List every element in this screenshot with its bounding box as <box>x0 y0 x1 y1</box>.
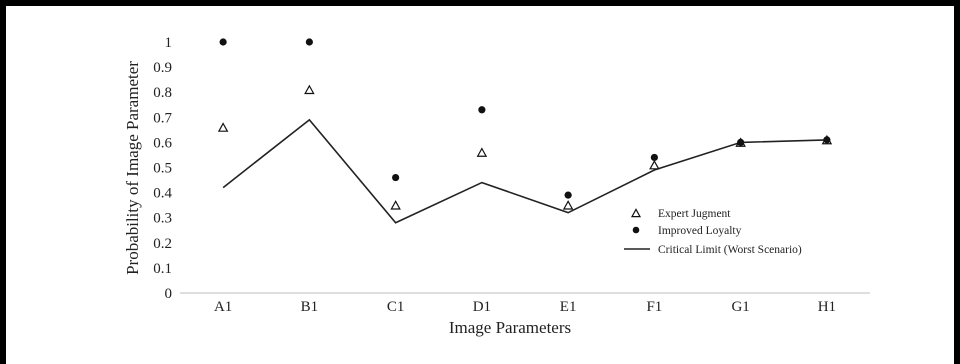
legend-item-improved-loyalty: Improved Loyalty <box>632 225 742 237</box>
y-tick-label: 0.3 <box>153 211 172 227</box>
y-tick-label: 0.2 <box>153 236 172 252</box>
x-tick-label-f1: F1 <box>646 299 662 315</box>
y-tick-label: 0.9 <box>153 60 172 76</box>
expert-judgment-point-d1 <box>476 147 488 157</box>
y-tick-label: 0.7 <box>153 110 172 126</box>
legend-item-expert-judgment: Expert Jugment <box>630 208 731 220</box>
x-tick-label-g1: G1 <box>731 299 749 315</box>
legend: Expert Jugment Improved Loyalty Critical… <box>624 208 802 256</box>
x-axis-ticks: A1 B1 C1 D1 E1 F1 G1 H1 <box>214 299 836 315</box>
improved-loyalty-point-d1 <box>478 106 486 114</box>
expert-judgment-markers <box>217 84 833 210</box>
expert-judgment-point-b1 <box>304 84 315 95</box>
improved-loyalty-point-b1 <box>305 38 313 46</box>
x-tick-label-b1: B1 <box>301 299 319 315</box>
expert-judgment-point-f1 <box>649 159 660 170</box>
legend-label-critical-limit: Critical Limit (Worst Scenario) <box>658 244 802 256</box>
improved-loyalty-point-h1 <box>823 136 831 144</box>
legend-label-expert-judgment: Expert Jugment <box>658 208 731 220</box>
y-tick-label: 0.8 <box>153 85 172 101</box>
expert-judgment-point-c1 <box>390 200 401 210</box>
legend-triangle-icon <box>630 208 642 218</box>
y-tick-label: 0.1 <box>153 261 172 277</box>
x-tick-label-d1: D1 <box>473 299 491 315</box>
improved-loyalty-point-a1 <box>219 38 227 46</box>
y-tick-label: 1 <box>165 35 173 51</box>
improved-loyalty-markers <box>219 38 831 199</box>
x-axis-title: Image Parameters <box>449 318 571 337</box>
legend-item-critical-limit: Critical Limit (Worst Scenario) <box>624 244 802 256</box>
y-tick-label: 0.6 <box>153 135 172 151</box>
improved-loyalty-point-c1 <box>392 173 400 182</box>
x-tick-label-h1: H1 <box>818 299 836 315</box>
legend-label-improved-loyalty: Improved Loyalty <box>658 225 742 237</box>
improved-loyalty-point-g1 <box>737 138 745 146</box>
improved-loyalty-point-e1 <box>564 191 572 199</box>
y-tick-label: 0.4 <box>153 186 172 202</box>
critical-limit-line <box>222 118 827 224</box>
x-tick-label-a1: A1 <box>214 299 232 315</box>
expert-judgment-point-a1 <box>217 122 229 132</box>
y-axis-ticks: 0 0.1 0.2 0.3 0.4 0.5 0.6 0.7 0.8 0.9 1 <box>153 35 172 302</box>
expert-judgment-point-e1 <box>562 200 574 210</box>
y-tick-label: 0.5 <box>153 161 172 177</box>
y-axis-title: Probability of Image Parameter <box>123 61 142 275</box>
y-tick-label: 0 <box>165 286 173 302</box>
x-tick-label-c1: C1 <box>387 299 405 315</box>
x-tick-label-e1: E1 <box>560 299 577 315</box>
improved-loyalty-point-f1 <box>650 153 658 162</box>
legend-dot-icon <box>632 226 640 234</box>
